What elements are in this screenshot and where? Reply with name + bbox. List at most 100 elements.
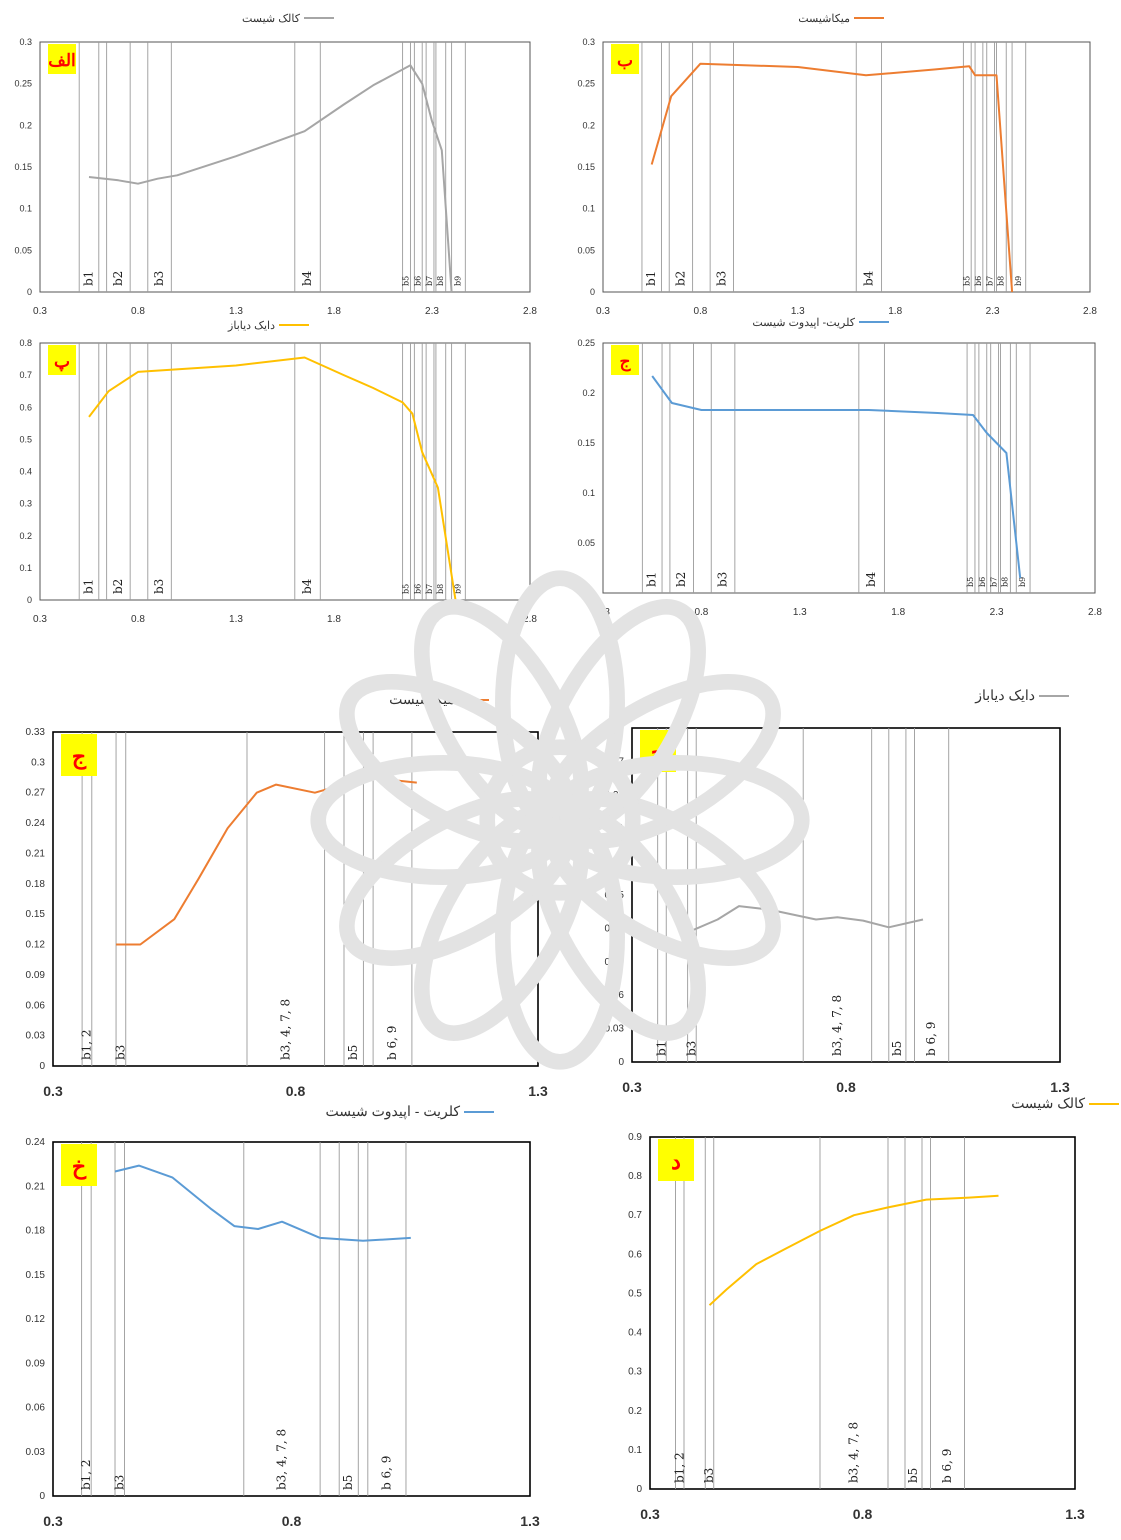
band-label: b3, 4, 7, 8 — [274, 1429, 288, 1490]
band-label: b4 — [300, 270, 314, 286]
x-tick-label: 0.3 — [622, 1079, 642, 1095]
y-tick-label: 0.15 — [577, 162, 595, 172]
legend-label: کلریت - اپیدوت شیست — [326, 1103, 461, 1120]
panel-label-box — [611, 44, 639, 74]
y-tick-label: 0 — [590, 588, 595, 598]
band-label: b3, 4, 7, 8 — [278, 999, 292, 1060]
y-tick-label: 0.1 — [582, 204, 595, 214]
panel-label: خ — [72, 1154, 87, 1180]
band-label: b 6, 9 — [940, 1449, 954, 1483]
y-tick-label: 0 — [39, 1061, 45, 1072]
y-tick-label: 0.03 — [26, 1447, 46, 1458]
y-tick-label: 0.24 — [26, 818, 46, 829]
x-tick-label: 1.8 — [327, 614, 341, 625]
chart-panel-3: b1 b2 b3 b4 b5 b6 b7 b8 b9 0 0.1 0.2 0.3 0.4 0.5 0.6 0.7… — [19, 320, 537, 625]
y-tick-label: 0.15 — [577, 438, 595, 448]
y-tick-label: 0.05 — [577, 538, 595, 548]
x-tick-label: 2.3 — [425, 614, 439, 625]
band-label: b5 — [346, 1045, 360, 1060]
y-tick-label: 0.15 — [605, 890, 625, 901]
x-tick-label: 0.8 — [131, 614, 145, 625]
y-tick-label: 0.3 — [610, 723, 624, 734]
band-label: b8 — [996, 276, 1005, 286]
band-label: b7 — [425, 584, 434, 594]
y-tick-label: 0.06 — [26, 1403, 46, 1414]
y-tick-label: 0.21 — [26, 1181, 46, 1192]
band-label: b3, 4, 7, 8 — [830, 995, 844, 1056]
band-label: b9 — [1018, 577, 1027, 587]
band-label: b3 — [684, 1041, 698, 1056]
panel-label-box — [61, 1144, 97, 1186]
panel-label-box — [48, 345, 76, 375]
band-label: b9 — [453, 584, 462, 594]
band-label: b5 — [341, 1475, 355, 1490]
legend-label: دایک دیاباز — [227, 320, 275, 332]
y-tick-label: 0.09 — [605, 957, 625, 968]
y-tick-label: 0.2 — [582, 388, 595, 398]
y-tick-label: 0 — [27, 287, 32, 297]
y-tick-label: 0 — [39, 1491, 45, 1502]
x-tick-label: 0.8 — [282, 1513, 302, 1529]
y-tick-label: 0.4 — [628, 1328, 642, 1339]
band-label: b3 — [113, 1045, 127, 1060]
y-tick-label: 0.2 — [19, 120, 32, 130]
y-tick-label: 0.1 — [582, 488, 595, 498]
series-line — [708, 1194, 999, 1306]
band-label: b6 — [413, 584, 422, 594]
y-tick-label: 0.25 — [577, 338, 595, 348]
legend-label: کلریت- اپیدوت شیست — [752, 317, 855, 329]
panel-label-box — [611, 345, 639, 375]
y-tick-label: 0.24 — [26, 1137, 46, 1148]
chart-panel-2: b1 b2 b3 b4 b5 b6 b7 b8 b9 0 0.05 0.1 0.15 0.2 0.25 0.3… — [577, 13, 1097, 317]
chart-panel-5: b1, 2 b3 b3, 4, 7, 8 b5 b 6, 9 0 0.03 0.06 0.09 0… — [26, 691, 548, 1099]
y-tick-label: 0.15 — [26, 1270, 46, 1281]
chart-panel-7: b1, 2 b3 b3, 4, 7, 8 b5 b 6, 9 0 0.03 0.06 0.09 0… — [26, 1103, 540, 1529]
y-tick-label: 0.09 — [26, 1358, 46, 1369]
panel-label: الف — [48, 51, 76, 70]
band-label: b9 — [1014, 276, 1023, 286]
band-label: b7 — [990, 577, 999, 587]
band-label: b6 — [978, 577, 987, 587]
y-tick-label: 0.7 — [19, 370, 32, 380]
y-tick-label: 0.5 — [628, 1288, 642, 1299]
x-tick-label: 2.8 — [523, 614, 537, 625]
panel-label-box — [658, 1139, 694, 1181]
y-tick-label: 0.2 — [582, 120, 595, 130]
y-tick-label: 0.18 — [26, 879, 46, 890]
x-tick-label: 1.8 — [891, 607, 905, 618]
chart-panel-4: b1 b2 b3 b4 b5 b6 b7 b8 b9 0 0.05 0.1 0.15 0.2 0.25 0.3… — [577, 317, 1102, 618]
x-tick-label: 1.3 — [229, 614, 243, 625]
x-tick-label: 1.3 — [528, 1083, 548, 1099]
y-tick-label: 0.1 — [19, 204, 32, 214]
x-tick-label: 2.3 — [990, 607, 1004, 618]
y-tick-label: 0.3 — [582, 37, 595, 47]
band-label: b2 — [674, 572, 688, 587]
y-tick-label: 0 — [27, 595, 32, 605]
band-label: b5 — [966, 577, 975, 587]
legend-label: کالک شیست — [1011, 1095, 1085, 1111]
band-label: b3 — [112, 1475, 126, 1490]
band-label: b1 — [645, 572, 659, 587]
y-tick-label: 0.18 — [605, 857, 625, 868]
band-label: b8 — [436, 276, 445, 286]
plot-frame — [39, 41, 531, 293]
y-tick-label: 0.7 — [628, 1210, 642, 1221]
y-tick-label: 0.24 — [605, 790, 625, 801]
y-tick-label: 0.25 — [14, 79, 32, 89]
band-label: b5 — [962, 276, 971, 286]
x-tick-label: 0.3 — [33, 614, 47, 625]
band-label: b9 — [453, 276, 462, 286]
y-tick-label: 0.6 — [19, 402, 32, 412]
band-label: b7 — [425, 276, 434, 286]
x-tick-label: 1.3 — [520, 1513, 540, 1529]
band-label: b3 — [702, 1468, 716, 1483]
band-label: b5 — [906, 1468, 920, 1483]
x-tick-label: 1.3 — [1050, 1079, 1070, 1095]
x-tick-label: 1.8 — [327, 306, 341, 317]
x-tick-label: 2.3 — [425, 306, 439, 317]
band-label: b7 — [986, 276, 995, 286]
legend-label: میکاشیست — [798, 13, 850, 25]
band-label: b2 — [111, 579, 125, 594]
x-tick-label: 0.8 — [694, 607, 708, 618]
